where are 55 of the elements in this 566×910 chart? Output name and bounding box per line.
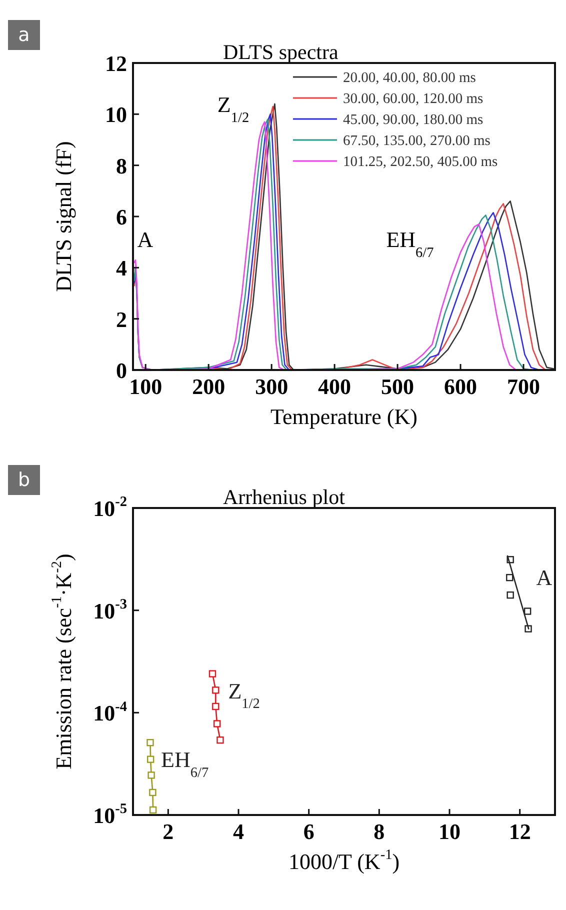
x-tick-label: 700 bbox=[507, 374, 540, 399]
y-tick-label: 6 bbox=[116, 204, 127, 230]
chart-title: Arrhenius plot bbox=[223, 485, 346, 509]
y-tick-label: 8 bbox=[116, 153, 127, 178]
legend-label: 30.00, 60.00, 120.00 ms bbox=[343, 91, 484, 107]
y-tick-label: 0 bbox=[116, 358, 127, 383]
legend-label: 20.00, 40.00, 80.00 ms bbox=[343, 70, 476, 86]
point bbox=[149, 788, 156, 796]
x-tick-label: 2 bbox=[162, 819, 174, 844]
point bbox=[213, 720, 221, 728]
point bbox=[212, 702, 220, 710]
series-label: A bbox=[536, 565, 552, 590]
series-label: EH$_{6/7}$ bbox=[161, 747, 209, 782]
y-tick-label: 10$^{-3}$ bbox=[93, 596, 127, 624]
point bbox=[146, 738, 154, 746]
legend-label: 101.25, 202.50, 405.00 ms bbox=[343, 154, 498, 170]
y-axis-title: DLTS signal (fF) bbox=[51, 141, 76, 292]
annotation: A bbox=[137, 227, 154, 252]
x-tick-label: 12 bbox=[508, 819, 531, 844]
y-tick-label: 2 bbox=[116, 306, 127, 332]
x-tick-label: 200 bbox=[192, 374, 226, 399]
point bbox=[506, 574, 514, 582]
x-tick-label: 400 bbox=[318, 374, 352, 399]
point bbox=[208, 670, 216, 678]
series-label: Z$_{1/2}$ bbox=[228, 678, 260, 712]
y-tick-label: 12 bbox=[105, 51, 127, 76]
point bbox=[149, 806, 157, 814]
x-tick-label: 300 bbox=[255, 374, 288, 399]
x-tick-label: 6 bbox=[303, 819, 314, 844]
x-tick-label: 10 bbox=[438, 819, 460, 844]
y-tick-label: 10 bbox=[105, 102, 127, 128]
x-tick-label: 500 bbox=[381, 374, 414, 399]
text: b bbox=[18, 469, 30, 491]
chart-title: DLTS spectra bbox=[223, 40, 339, 64]
x-tick-label: 600 bbox=[444, 374, 478, 399]
point bbox=[506, 591, 514, 599]
y-tick-label: 10$^{-4}$ bbox=[93, 698, 127, 726]
point bbox=[216, 736, 224, 744]
annotation: EH$_{6/7}$ bbox=[386, 227, 434, 262]
y-tick-label: 10$^{-5}$ bbox=[93, 801, 127, 828]
legend-label: 67.50, 135.00, 270.00 ms bbox=[343, 133, 491, 149]
x-axis-title: Temperature (K) bbox=[270, 404, 418, 429]
x-tick-label: 100 bbox=[129, 374, 162, 399]
point bbox=[524, 608, 532, 615]
point bbox=[146, 756, 154, 763]
point bbox=[148, 772, 155, 779]
y-tick-label: 10$^{-2}$ bbox=[93, 494, 127, 521]
x-axis-title: 1000/T (K$^{-1}$) bbox=[288, 847, 400, 874]
x-tick-label: 8 bbox=[374, 819, 385, 844]
y-tick-label: 4 bbox=[116, 256, 127, 281]
annotation: Z$_{1/2}$ bbox=[217, 92, 250, 126]
x-tick-label: 4 bbox=[233, 819, 244, 844]
legend-label: 45.00, 90.00, 180.00 ms bbox=[343, 112, 484, 128]
text: a bbox=[18, 24, 30, 46]
point bbox=[212, 686, 220, 694]
